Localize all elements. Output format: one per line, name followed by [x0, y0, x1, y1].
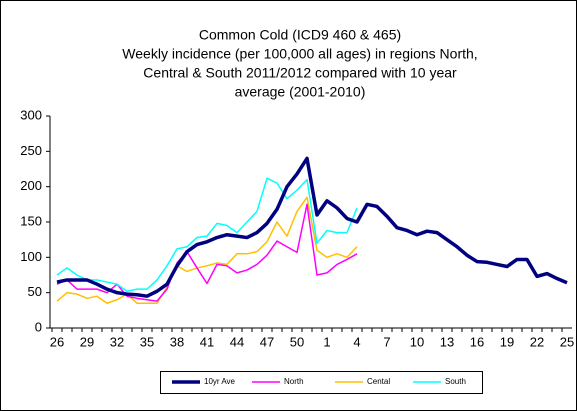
x-tick-label: 4 [353, 334, 360, 349]
y-tick-label: 50 [28, 284, 42, 299]
legend-box [160, 371, 483, 394]
series-line [56, 196, 358, 305]
x-tick-label: 10 [410, 334, 424, 349]
chart-subtitle: average (2001-2010) [235, 84, 366, 100]
x-tick-label: 47 [260, 334, 274, 349]
x-tick-label: 25 [560, 334, 574, 349]
legend-label: South [445, 377, 466, 386]
y-tick-label: 0 [35, 319, 42, 334]
x-tick-label: 19 [500, 334, 514, 349]
chart-title: Common Cold (ICD9 460 & 465) [199, 27, 401, 43]
x-tick-label: 13 [440, 334, 454, 349]
x-tick-label: 1 [323, 334, 330, 349]
x-tick-label: 16 [470, 334, 484, 349]
y-tick-label: 100 [20, 249, 42, 264]
x-tick-label: 38 [170, 334, 184, 349]
series-line [56, 177, 358, 293]
x-tick-label: 50 [290, 334, 304, 349]
y-tick-label: 250 [20, 143, 42, 158]
chart-subtitle: Weekly incidence (per 100,000 all ages) … [122, 46, 477, 62]
series-line [56, 203, 358, 302]
x-tick-label: 22 [530, 334, 544, 349]
y-tick-label: 150 [20, 213, 42, 228]
legend-label: 10yr Ave [204, 377, 236, 386]
legend-label: Cental [367, 377, 390, 386]
x-tick-label: 35 [140, 334, 154, 349]
x-tick-label: 44 [230, 334, 244, 349]
y-tick-label: 300 [20, 107, 42, 122]
chart-subtitle: Central & South 2011/2012 compared with … [143, 65, 457, 81]
x-tick-label: 41 [200, 334, 214, 349]
x-tick-label: 29 [80, 334, 94, 349]
x-tick-label: 26 [50, 334, 64, 349]
series-line [56, 156, 568, 298]
x-tick-label: 7 [383, 334, 390, 349]
legend-label: North [284, 377, 304, 386]
x-tick-label: 32 [110, 334, 124, 349]
y-tick-label: 200 [20, 178, 42, 193]
